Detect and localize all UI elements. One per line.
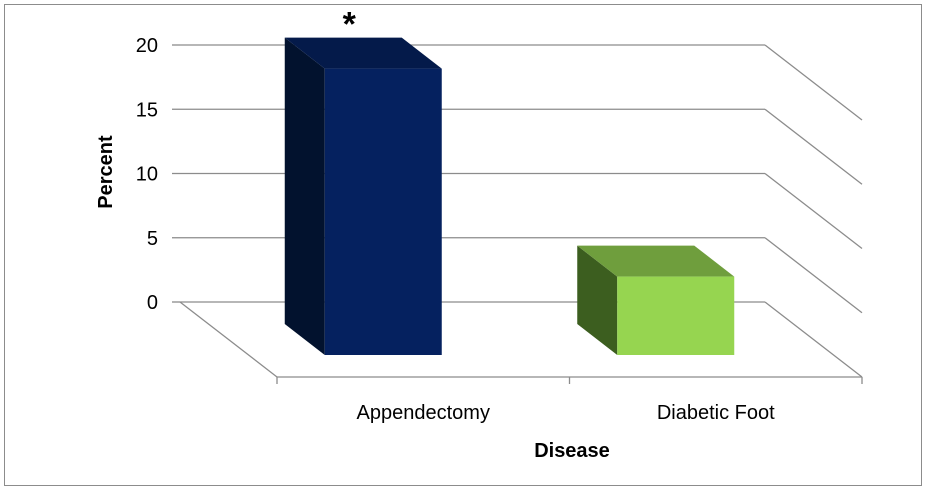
- significance-annotation: *: [343, 6, 357, 44]
- y-tick-label: 5: [147, 228, 158, 250]
- bar-side-face: [285, 38, 325, 355]
- labels: 0 5 10 15 20 Appendectomy * Diabetic Foot: [136, 6, 775, 424]
- y-tick-label: 0: [147, 292, 158, 314]
- gridline-side: [765, 109, 862, 184]
- bars: [285, 38, 735, 355]
- gridlines: [172, 45, 862, 384]
- floor-left-edge: [180, 302, 277, 377]
- y-tick-label: 15: [136, 99, 158, 121]
- x-axis-title: Disease: [534, 440, 610, 462]
- bar-appendectomy: [285, 38, 442, 355]
- x-tick-label: Appendectomy: [357, 402, 490, 424]
- y-axis-title: Percent: [95, 135, 117, 209]
- y-tick-label: 20: [136, 35, 158, 57]
- gridline-side: [765, 302, 862, 377]
- bar-diabetic-foot: [577, 246, 734, 355]
- gridline-side: [765, 238, 862, 313]
- gridline-side: [765, 174, 862, 249]
- gridline-side: [765, 45, 862, 120]
- y-tick-label: 10: [136, 164, 158, 186]
- x-tick-label: Diabetic Foot: [657, 402, 775, 424]
- bar-front-face: [325, 69, 442, 355]
- bar-front-face: [617, 277, 734, 355]
